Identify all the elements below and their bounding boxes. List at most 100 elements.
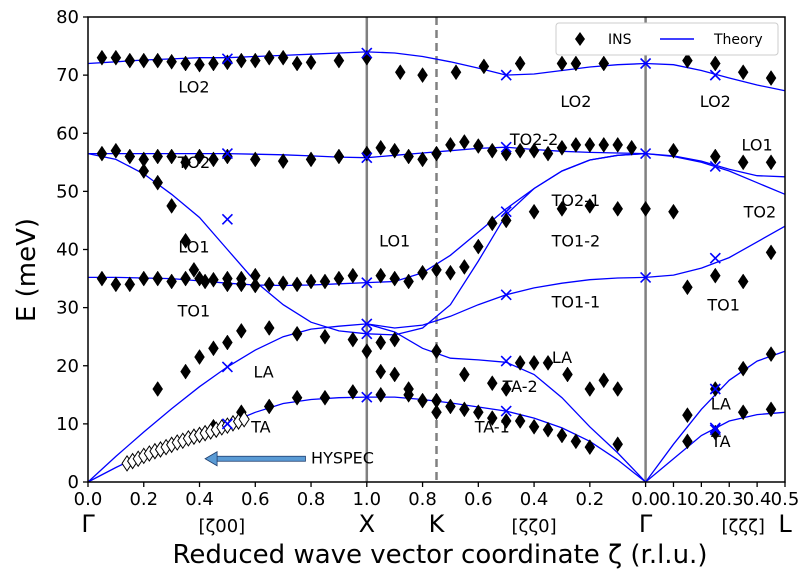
x-tick-label: 0.4 xyxy=(520,489,549,510)
ins-point xyxy=(542,145,554,162)
ins-point xyxy=(514,354,526,371)
theory-x-marker xyxy=(361,318,373,330)
ins-point xyxy=(514,413,526,429)
theory-x-marker xyxy=(500,206,512,218)
y-tick-label: 20 xyxy=(56,356,79,377)
ins-point xyxy=(194,148,205,165)
branch-label: TA xyxy=(250,418,271,437)
theory-x-marker xyxy=(221,53,233,65)
ins-point xyxy=(459,366,470,383)
ins-point xyxy=(110,276,122,293)
ins-point xyxy=(403,381,414,397)
ins-point xyxy=(570,433,582,450)
ins-point xyxy=(208,271,219,288)
ins-point xyxy=(765,154,777,171)
ins-point xyxy=(222,276,233,293)
theory-x-marker xyxy=(709,383,721,395)
theory-x-marker xyxy=(709,422,721,434)
ins-point xyxy=(556,427,568,444)
ins-point xyxy=(445,264,456,281)
symmetry-point-label: Γ xyxy=(639,510,653,538)
y-tick-label: 80 xyxy=(56,7,79,28)
ins-point xyxy=(417,67,428,84)
symmetry-point-label: Γ xyxy=(81,510,95,538)
ins-point xyxy=(208,55,219,72)
ins-point xyxy=(486,375,498,392)
ins-point xyxy=(222,54,233,71)
ins-point xyxy=(626,139,637,156)
ins-point xyxy=(333,270,345,287)
ins-point xyxy=(640,200,651,217)
legend-ins-label: INS xyxy=(608,32,632,48)
ins-point xyxy=(277,49,289,66)
ins-point xyxy=(180,55,191,72)
ins-point xyxy=(319,389,331,406)
ins-point xyxy=(459,401,470,418)
branch-label: LO2 xyxy=(700,92,731,111)
ins-point xyxy=(459,258,470,275)
ins-point xyxy=(450,64,462,81)
ins-point xyxy=(682,433,693,450)
ins-point xyxy=(584,136,596,153)
ins-point xyxy=(500,413,512,429)
branch-label: LO1 xyxy=(178,237,209,256)
ins-point xyxy=(194,56,205,73)
ins-point xyxy=(236,276,247,293)
ins-point xyxy=(124,276,136,293)
ins-point xyxy=(486,142,498,159)
ins-point xyxy=(166,53,177,70)
ins-point xyxy=(96,145,108,162)
ins-point xyxy=(375,334,387,351)
branch-label: LO2 xyxy=(560,92,591,111)
branch-label: HYSPEC xyxy=(311,448,374,467)
ins-point xyxy=(514,142,526,159)
ins-point xyxy=(305,273,317,290)
branch-label: LA xyxy=(254,362,274,381)
theory-x-marker xyxy=(221,213,233,225)
ins-point xyxy=(709,148,721,165)
theory-x-marker xyxy=(500,141,512,153)
ins-point xyxy=(110,49,122,66)
ins-point xyxy=(612,200,624,217)
ins-point xyxy=(96,270,108,287)
ins-point xyxy=(305,54,317,71)
ins-point xyxy=(152,148,164,165)
ins-point xyxy=(138,52,150,69)
ins-point xyxy=(459,134,470,150)
symmetry-point-label: X xyxy=(359,510,375,538)
x-tick-label: 0.8 xyxy=(297,489,326,510)
ins-point xyxy=(319,328,331,345)
theory-branch-line xyxy=(645,225,786,279)
theory-x-marker xyxy=(500,355,512,367)
ins-point xyxy=(263,398,275,415)
ins-point xyxy=(263,320,275,336)
theory-x-marker xyxy=(221,361,233,373)
x-axis-title: Reduced wave vector coordinate ζ (r.l.u.… xyxy=(173,540,708,570)
y-tick-label: 50 xyxy=(56,181,79,202)
ins-point xyxy=(236,52,247,69)
x-tick-label: 0.4 xyxy=(185,489,214,510)
branch-label: TO2 xyxy=(743,203,777,222)
theory-x-marker xyxy=(640,271,652,283)
ins-point xyxy=(598,372,610,389)
branch-label: TO2-1 xyxy=(551,191,601,210)
ins-point xyxy=(208,340,219,357)
ins-point xyxy=(347,331,359,348)
x-tick-label: 0.8 xyxy=(408,489,437,510)
hyspec-arrow-shaft xyxy=(214,455,306,462)
ins-point xyxy=(263,276,275,293)
theory-x-marker xyxy=(709,69,721,81)
ins-point xyxy=(152,174,164,191)
ins-point xyxy=(473,404,484,421)
x-tick-label: 0.2 xyxy=(687,489,716,510)
legend: INS Theory xyxy=(555,22,779,56)
branch-label: LO2 xyxy=(178,78,209,97)
branch-label: TA-2 xyxy=(502,377,538,396)
ins-point xyxy=(473,138,484,154)
theory-x-marker xyxy=(500,405,512,417)
ins-point xyxy=(709,424,721,441)
ins-point xyxy=(682,279,693,296)
ins-point xyxy=(389,142,400,159)
symmetry-point-label: L xyxy=(778,510,792,538)
